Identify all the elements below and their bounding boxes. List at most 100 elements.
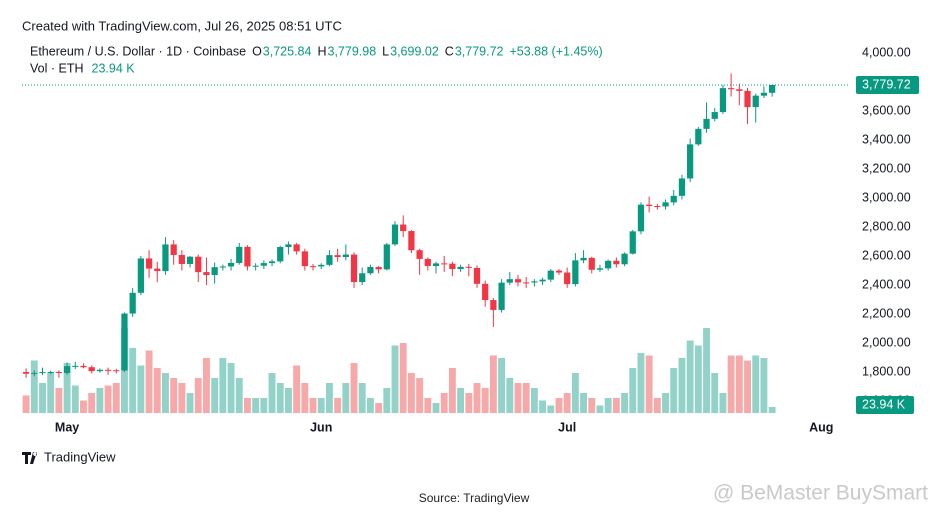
candle-body [588, 257, 595, 270]
candle-body [96, 369, 103, 372]
volume-bar [465, 393, 473, 413]
volume-bar [588, 398, 596, 413]
candle-body [760, 92, 768, 96]
volume-bar [522, 383, 530, 413]
candle-body [465, 266, 472, 268]
volume-bar [252, 398, 260, 413]
candle-body [342, 254, 349, 258]
candle-body [244, 246, 251, 267]
candle-body [104, 369, 112, 371]
candle-body [531, 281, 538, 283]
volume-bar [301, 383, 309, 413]
volume-bar [407, 373, 415, 413]
source: Source: TradingView [419, 491, 530, 505]
volume-bar [235, 378, 243, 413]
volume-bar [71, 385, 79, 413]
candle-body [621, 253, 628, 265]
volume-bar [744, 360, 751, 413]
ohlc-key: O [252, 44, 262, 58]
volume-bar [284, 388, 292, 413]
volume-bar [448, 368, 456, 413]
candle-body [424, 258, 431, 267]
candle-body [687, 144, 694, 179]
candle-body [555, 270, 563, 273]
candle-body [236, 246, 243, 263]
volume-bar [653, 398, 661, 413]
candle-body [457, 266, 464, 270]
volume-bar [309, 398, 317, 413]
candle-body [654, 205, 661, 207]
volume-bar [30, 360, 38, 413]
volume-bar [55, 388, 63, 413]
volume-bar [178, 383, 186, 413]
volume-bar [612, 398, 620, 413]
volume-bar [645, 355, 653, 413]
candle-body [769, 84, 776, 93]
volume-bar [80, 400, 87, 413]
volume-bar [539, 400, 547, 413]
candle-body [490, 300, 497, 310]
volume-bar [473, 383, 481, 413]
candle-body [711, 112, 718, 119]
candle-body [178, 254, 185, 264]
volume-bar [571, 373, 579, 413]
y-tick-label: 4,000.00 [862, 45, 911, 59]
candle-body [473, 267, 481, 284]
candle-body [195, 256, 202, 273]
volume-bar [268, 373, 276, 413]
volume-bar [711, 373, 719, 413]
candle-body [162, 244, 169, 272]
volume-bar [481, 388, 489, 413]
volume-label: 23.94 K [862, 397, 906, 411]
volume-bar [358, 383, 366, 413]
volume-bar [334, 398, 342, 413]
candle-body [367, 267, 374, 274]
candle-body [506, 279, 513, 283]
candle-body [719, 88, 727, 113]
candle-body [572, 260, 579, 285]
candle-body [55, 371, 63, 373]
y-tick-label: 2,400.00 [862, 277, 911, 291]
y-tick-label: 2,200.00 [862, 306, 911, 320]
volume-box [856, 396, 914, 414]
credit: Created with TradingView.com, Jul 26, 20… [22, 18, 342, 33]
candle-body [129, 292, 136, 314]
last-price-box [856, 75, 919, 94]
volume-bar [694, 345, 702, 413]
candle-body [547, 270, 554, 280]
volume-bar [399, 343, 407, 413]
volume-bar [350, 363, 358, 413]
x-tick-label: Aug [809, 420, 833, 434]
volume-bar [211, 378, 219, 413]
ohlc-key: C [445, 44, 454, 58]
candle-body [482, 283, 489, 301]
volume-bar [489, 355, 497, 413]
brand-name: TradingView [44, 449, 116, 464]
candle-body [113, 370, 120, 372]
volume-bar [678, 358, 686, 413]
candle-body [391, 224, 399, 245]
candle-body [736, 89, 743, 91]
volume-bar [219, 358, 227, 413]
y-tick-label: 3,400.00 [862, 132, 911, 146]
volume-bar [555, 398, 563, 413]
candle-body [613, 260, 620, 265]
x-tick-label: Jun [310, 420, 332, 434]
candle-body [646, 204, 653, 206]
candle-body [88, 367, 95, 372]
candle-body [63, 366, 71, 373]
volume-bar [227, 363, 235, 413]
candle-body [596, 268, 604, 270]
volume-bar [88, 393, 96, 413]
volume-bar [563, 393, 571, 413]
volume-bar [325, 383, 333, 413]
candle-body [408, 231, 415, 251]
volume-bar [342, 383, 350, 413]
candle-body [170, 244, 177, 255]
symbol: Ethereum / U.S. Dollar · 1D · Coinbase [30, 44, 246, 58]
legend: Ethereum / U.S. Dollar · 1D · Coinbase V… [30, 44, 603, 75]
candle-body [514, 279, 522, 283]
volume-bar [498, 358, 506, 413]
volume-bar [768, 407, 776, 413]
